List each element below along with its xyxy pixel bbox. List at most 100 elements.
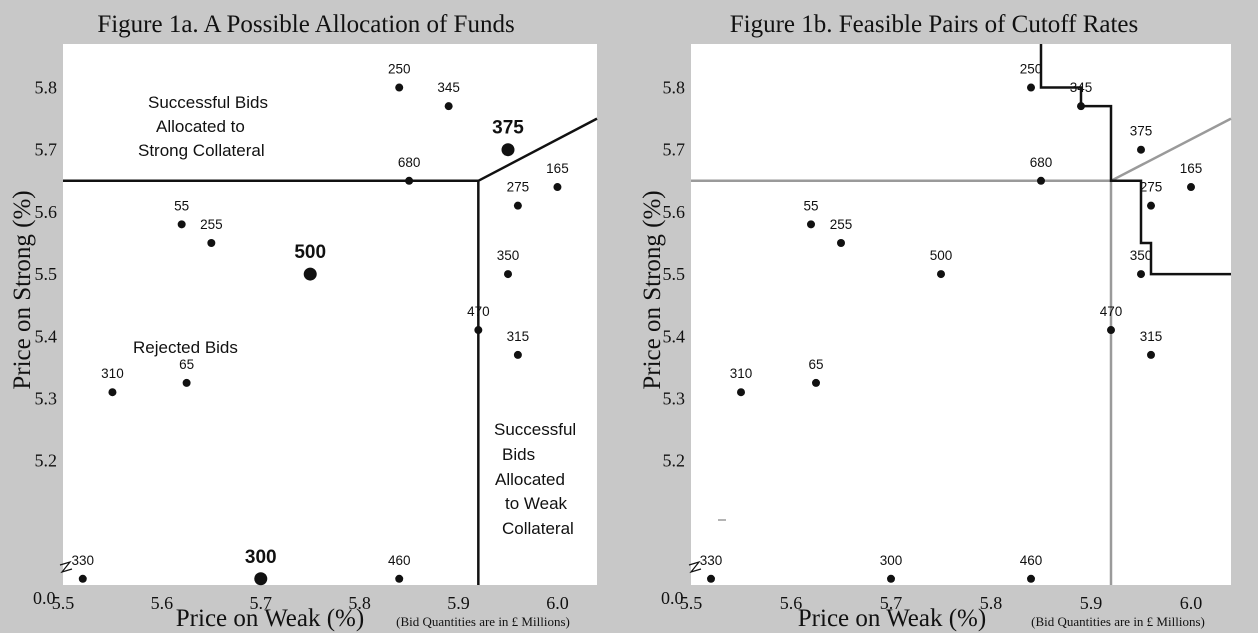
bid-point <box>1037 176 1045 185</box>
bid-quantity-label: 255 <box>830 217 853 232</box>
bid-quantity-label: 460 <box>388 553 411 568</box>
bid-point <box>177 220 186 229</box>
tick-labels: 5.5 5.6 5.7 5.8 5.9 6.0 5.2 5.3 5.4 5.5 5.6 5.7 5.8 <box>663 78 1203 613</box>
bid-point <box>405 176 414 185</box>
region-weak-line-2: Bids <box>502 445 535 464</box>
bid-point <box>444 102 453 111</box>
bid-quantity-label: 300 <box>245 547 277 568</box>
bid-quantity-label: 55 <box>174 198 189 213</box>
bid-point <box>837 238 845 247</box>
y-tick-label: 5.5 <box>663 264 686 284</box>
bid-quantity-label: 300 <box>880 553 903 568</box>
bid-quantity-label: 680 <box>398 155 421 170</box>
bid-quantity-label: 65 <box>179 357 194 372</box>
bid-quantity-label: 345 <box>437 80 460 95</box>
y-tick-label: 5.7 <box>663 140 686 160</box>
x-tick-label: 5.5 <box>52 593 75 613</box>
bid-point <box>1027 574 1035 583</box>
bid-point <box>108 388 117 397</box>
bid-quantity-label: 460 <box>1020 553 1043 568</box>
bid-quantity-label: 165 <box>1180 161 1203 176</box>
bid-point <box>395 574 404 583</box>
bid-point <box>887 574 895 583</box>
bid-quantity-label: 310 <box>730 366 753 381</box>
bid-quantity-label: 250 <box>1020 62 1043 77</box>
plot-area <box>691 44 1231 585</box>
bid-quantity-label: 275 <box>507 180 530 195</box>
region-strong-line-1: Successful Bids <box>148 93 268 112</box>
y-tick-label: 5.7 <box>35 140 58 160</box>
bid-point <box>254 572 268 586</box>
bid-quantity-label: 330 <box>700 553 723 568</box>
x-tick-label: 5.9 <box>447 593 470 613</box>
bid-point <box>807 220 815 229</box>
region-annotations: Successful Bids Allocated to Strong Coll… <box>133 93 576 538</box>
axis-break-mark <box>688 560 702 574</box>
bid-quantity-label: 350 <box>497 248 520 263</box>
y-tick-label: 5.4 <box>35 326 58 346</box>
x-tick-label: 6.0 <box>546 593 569 613</box>
y-axis-title: Price on Strong (%) <box>639 190 666 389</box>
bid-point <box>474 326 483 335</box>
region-strong-line-3: Strong Collateral <box>138 141 265 160</box>
bid-point <box>1107 326 1115 335</box>
x-axis-title: Price on Weak (%) <box>176 605 364 632</box>
region-strong-line-2: Allocated to <box>156 117 245 136</box>
x-tick-label: 5.8 <box>348 593 371 613</box>
quantity-note: (Bid Quantities are in £ Millions) <box>1031 614 1205 629</box>
bid-point <box>1147 350 1155 359</box>
origin-tick-label: 0.0 <box>33 588 56 608</box>
x-axis-title: Price on Weak (%) <box>798 605 986 632</box>
bid-quantity-label: 375 <box>1130 124 1153 139</box>
y-tick-label: 5.4 <box>663 326 686 346</box>
bid-point <box>207 238 216 247</box>
y-tick-label: 5.8 <box>663 78 686 98</box>
bid-point <box>1077 102 1085 111</box>
y-tick-label: 5.3 <box>35 388 58 408</box>
bid-quantity-label: 275 <box>1140 180 1163 195</box>
bid-point <box>937 270 945 279</box>
bid-point <box>1137 145 1145 154</box>
bid-point <box>707 574 715 583</box>
bid-point <box>504 270 512 279</box>
bid-quantity-label: 470 <box>467 304 490 319</box>
region-weak-line-1: Successful <box>494 420 576 439</box>
origin-tick-label: 0.0 <box>661 588 684 608</box>
plot-area <box>63 44 597 585</box>
bid-point <box>737 388 745 397</box>
y-axis-title: Price on Strong (%) <box>9 190 36 389</box>
bid-point <box>1187 183 1195 192</box>
bid-points <box>707 83 1195 583</box>
bid-point <box>513 350 522 359</box>
bid-point <box>1137 270 1145 279</box>
bid-quantity-label: 165 <box>546 161 569 176</box>
y-tick-label: 5.5 <box>35 264 58 284</box>
bid-quantity-label: 315 <box>1140 329 1163 344</box>
bid-quantity-label: 500 <box>294 242 326 263</box>
bid-point <box>1027 83 1035 92</box>
axis-break-mark <box>59 560 73 574</box>
x-tick-label: 5.5 <box>680 593 703 613</box>
cutoff-lines <box>63 117 598 585</box>
y-tick-label: 5.2 <box>663 451 686 471</box>
bid-quantity-label: 345 <box>1070 80 1093 95</box>
x-tick-label: 5.9 <box>1080 593 1103 613</box>
bid-point <box>553 183 562 192</box>
bid-quantity-label: 500 <box>930 248 953 263</box>
y-tick-label: 5.2 <box>35 451 58 471</box>
region-weak-line-4: to Weak <box>505 494 568 513</box>
bid-point <box>78 574 87 583</box>
x-tick-label: 5.6 <box>151 593 174 613</box>
x-tick-label: 5.6 <box>780 593 803 613</box>
bid-quantity-label: 680 <box>1030 155 1053 170</box>
bid-point <box>395 83 404 92</box>
bid-quantity-label: 55 <box>803 198 818 213</box>
y-tick-label: 5.8 <box>35 78 58 98</box>
tick-labels: 5.5 5.6 5.7 5.8 5.9 6.0 5.2 5.3 5.4 5.5 5.6 5.7 5.8 <box>35 78 569 613</box>
bid-quantity-label: 470 <box>1100 304 1123 319</box>
bid-point <box>513 201 522 210</box>
region-rejected-label: Rejected Bids <box>133 338 238 357</box>
bid-point <box>501 143 515 157</box>
bid-quantity-label: 330 <box>72 553 95 568</box>
